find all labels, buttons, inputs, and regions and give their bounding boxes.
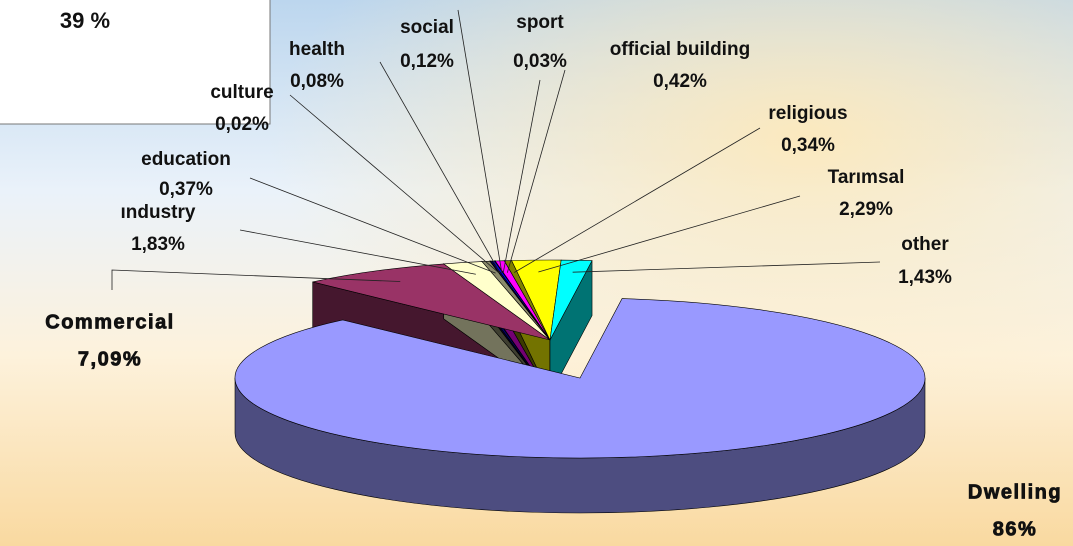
leader-line xyxy=(502,79,541,273)
slice-label: health xyxy=(289,39,345,60)
slice-value-label: 86% xyxy=(993,518,1038,540)
slice-label: ındustry xyxy=(121,202,196,223)
slice-label: Tarımsal xyxy=(828,167,905,188)
annotation: 39 % xyxy=(60,8,110,33)
leader-line xyxy=(379,61,501,274)
slice-label: official building xyxy=(610,39,750,60)
slice-value-label: 7,09% xyxy=(78,348,142,370)
pie xyxy=(234,259,926,514)
slice-value-label: 2,29% xyxy=(839,199,893,220)
slice xyxy=(312,263,551,341)
slice-value-label: 0,03% xyxy=(513,51,567,72)
leader-line xyxy=(514,127,761,273)
slice xyxy=(549,259,593,341)
leader-line xyxy=(249,177,496,274)
slice-value-label: 0,02% xyxy=(215,114,269,135)
slice-label: culture xyxy=(210,82,273,103)
slice-value-label: 0,12% xyxy=(400,51,454,72)
leader-line xyxy=(289,94,500,274)
slice-value-label: 1,43% xyxy=(898,267,952,288)
slice-value-label: 0,42% xyxy=(653,71,707,92)
slice-value-label: 0,37% xyxy=(159,179,213,200)
leader-line xyxy=(572,261,881,273)
slice-label: sport xyxy=(516,12,564,33)
leader-line xyxy=(538,195,801,273)
slice-label: Dwelling xyxy=(968,481,1062,503)
leader-line xyxy=(506,69,566,273)
slice-label: religious xyxy=(768,103,847,124)
slice-label: social xyxy=(400,17,454,38)
slice-label: education xyxy=(141,149,231,170)
slice-label: Commercial xyxy=(45,311,175,333)
slice-value-label: 0,34% xyxy=(781,135,835,156)
leader-line xyxy=(239,229,476,275)
note-box xyxy=(0,0,271,125)
slice xyxy=(234,298,926,459)
slice-label: other xyxy=(901,234,949,255)
labels: Dwelling 86% Commercial 7,09% ındustry 1,83% e… xyxy=(45,9,1062,541)
leader-line xyxy=(457,9,503,273)
leader-line xyxy=(111,269,401,290)
slice-value-label: 0,08% xyxy=(290,71,344,92)
slice-value-label: 1,83% xyxy=(131,234,185,255)
